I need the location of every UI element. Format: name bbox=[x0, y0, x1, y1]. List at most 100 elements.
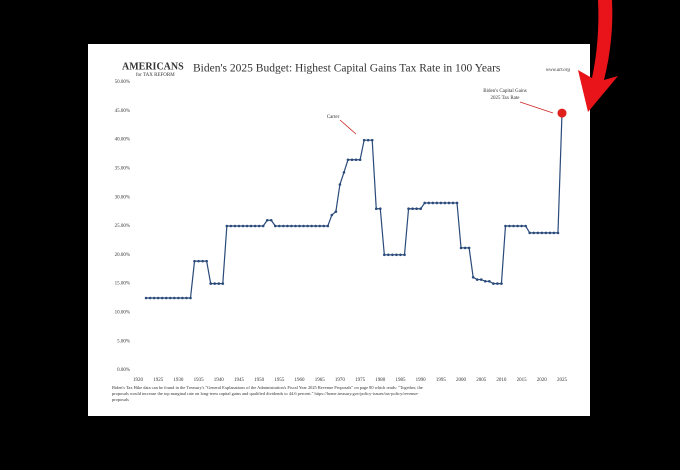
point bbox=[475, 278, 479, 281]
point bbox=[383, 253, 386, 257]
point bbox=[362, 138, 366, 142]
point bbox=[237, 224, 241, 228]
point bbox=[233, 224, 237, 228]
x-tick-label: 1945 bbox=[234, 378, 245, 383]
highlight-point bbox=[557, 108, 567, 118]
point bbox=[225, 224, 229, 228]
point bbox=[322, 224, 326, 228]
point bbox=[435, 201, 439, 205]
y-tick-label: 40.00% bbox=[115, 138, 130, 143]
point bbox=[338, 183, 342, 186]
point bbox=[479, 278, 483, 281]
x-tick-label: 1985 bbox=[395, 378, 406, 383]
point bbox=[282, 224, 285, 228]
point bbox=[447, 201, 451, 205]
logo-sub: for TAX REFORM bbox=[136, 73, 175, 78]
y-tick-label: 0.00% bbox=[117, 368, 130, 373]
point bbox=[451, 201, 455, 205]
point bbox=[488, 279, 491, 283]
point bbox=[326, 224, 330, 228]
annotation-arrow bbox=[339, 119, 357, 135]
point bbox=[483, 279, 487, 283]
point bbox=[540, 231, 544, 235]
point bbox=[467, 246, 471, 250]
point bbox=[197, 259, 200, 263]
point bbox=[193, 259, 196, 263]
point bbox=[548, 231, 552, 235]
point bbox=[290, 224, 293, 228]
point bbox=[431, 201, 435, 205]
x-tick-label: 2025 bbox=[557, 378, 568, 383]
point bbox=[403, 253, 406, 257]
point bbox=[496, 282, 499, 285]
y-tick-label: 10.00% bbox=[115, 311, 130, 316]
x-tick-label: 2010 bbox=[496, 378, 507, 383]
x-tick-label: 1920 bbox=[133, 378, 144, 383]
point bbox=[160, 296, 164, 300]
point bbox=[173, 296, 176, 300]
point bbox=[148, 296, 152, 300]
x-tick-label: 2015 bbox=[517, 378, 528, 383]
point bbox=[508, 224, 511, 228]
annotation: 2025 Tax Rate bbox=[491, 96, 521, 101]
y-tick-label: 50.00% bbox=[115, 80, 130, 85]
point bbox=[294, 224, 297, 228]
point bbox=[302, 224, 305, 228]
point bbox=[269, 218, 273, 222]
point bbox=[536, 231, 540, 235]
y-tick-label: 5.00% bbox=[117, 339, 130, 344]
x-tick-label: 1935 bbox=[194, 378, 205, 383]
x-tick-label: 2020 bbox=[537, 378, 548, 383]
point bbox=[189, 296, 192, 300]
x-tick-label: 1955 bbox=[274, 378, 285, 383]
annotation-arrow bbox=[519, 101, 554, 114]
point bbox=[532, 231, 536, 235]
annotation: Biden's Capital Gains bbox=[483, 89, 526, 94]
point bbox=[278, 224, 281, 228]
point bbox=[152, 296, 156, 300]
point bbox=[399, 253, 402, 257]
point bbox=[528, 231, 531, 235]
point bbox=[439, 201, 443, 205]
point bbox=[273, 224, 277, 228]
x-tick-label: 1930 bbox=[173, 378, 184, 383]
x-tick-label: 1960 bbox=[295, 378, 306, 383]
point bbox=[249, 224, 253, 228]
point bbox=[395, 253, 398, 257]
point bbox=[314, 224, 317, 228]
website: www.atr.org bbox=[546, 68, 571, 73]
point bbox=[229, 224, 233, 228]
point bbox=[286, 224, 289, 228]
point bbox=[358, 158, 362, 162]
point bbox=[318, 224, 322, 228]
y-tick-label: 35.00% bbox=[115, 167, 130, 172]
x-tick-label: 1950 bbox=[254, 378, 265, 383]
point bbox=[407, 207, 410, 211]
point bbox=[241, 224, 245, 228]
point bbox=[354, 158, 358, 162]
x-tick-label: 2005 bbox=[476, 378, 487, 383]
point bbox=[427, 201, 431, 205]
point bbox=[443, 201, 447, 205]
point bbox=[261, 224, 265, 228]
logo: AMERICANS bbox=[122, 61, 184, 72]
point bbox=[185, 296, 188, 300]
x-tick-label: 1965 bbox=[315, 378, 326, 383]
point bbox=[257, 224, 261, 228]
y-tick-label: 45.00% bbox=[115, 109, 130, 114]
point bbox=[306, 224, 309, 228]
point bbox=[374, 207, 378, 211]
point bbox=[556, 231, 560, 235]
point bbox=[298, 224, 301, 228]
point bbox=[378, 207, 382, 211]
point bbox=[423, 201, 427, 205]
point bbox=[500, 282, 503, 285]
x-tick-label: 1975 bbox=[355, 378, 366, 383]
x-tick-label: 2000 bbox=[456, 378, 467, 383]
y-tick-label: 25.00% bbox=[115, 224, 130, 229]
point bbox=[524, 224, 527, 228]
point bbox=[253, 224, 257, 228]
point bbox=[156, 296, 160, 300]
x-tick-label: 1970 bbox=[335, 378, 346, 383]
